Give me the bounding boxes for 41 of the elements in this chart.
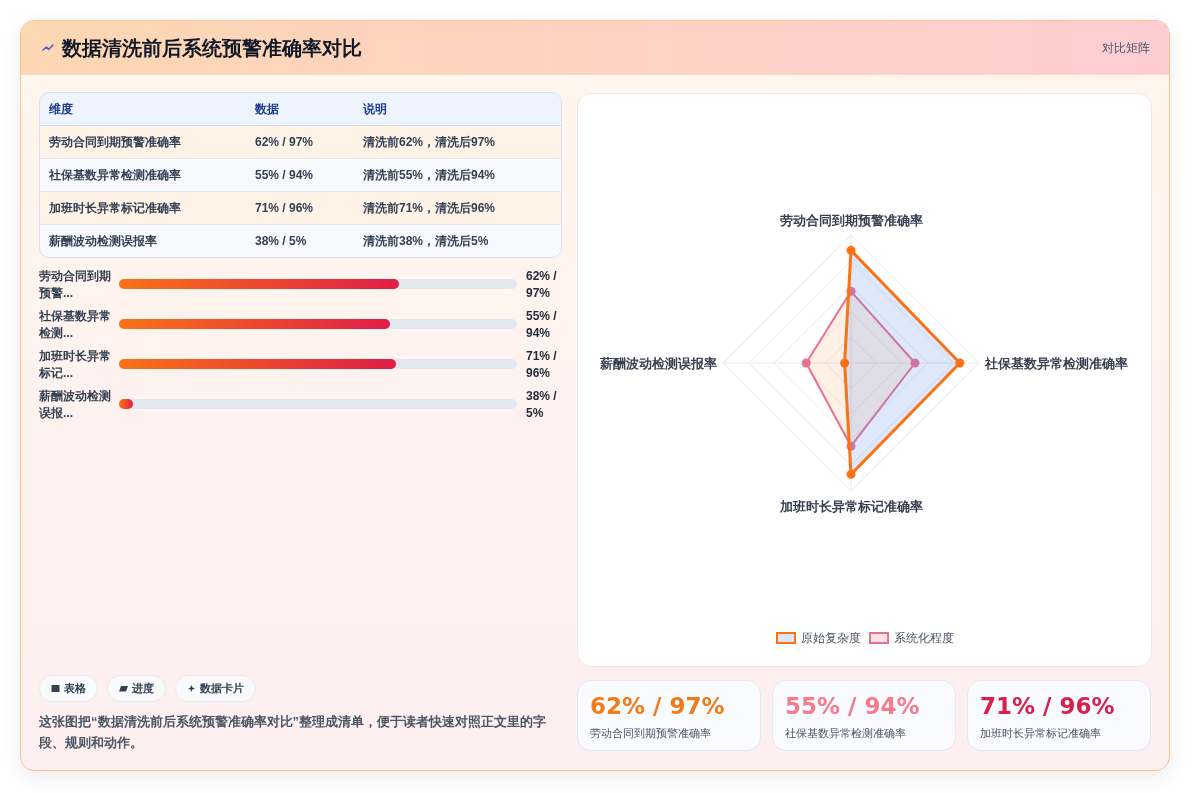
category-label: 加班时长异常标记准确率 (980, 726, 1102, 741)
y-tick-label: 薪酬波动检测误报... (39, 388, 112, 422)
text: 薪酬波动检测误报率 (49, 233, 158, 250)
text: 62% / 97% (590, 693, 725, 719)
text: 71% / 96% (980, 693, 1115, 719)
text: 进度 (132, 681, 154, 696)
spoke-label: 劳动合同到期预警准确率 (779, 212, 923, 228)
category-label: 社保基数异常检测准确率 (785, 726, 907, 741)
category-label: 劳动合同到期预警准确率 (590, 726, 712, 741)
text: 数据 (255, 102, 279, 116)
y-tick-label: 加班时长异常标记... (39, 348, 112, 382)
text: 62% / 97% (255, 135, 314, 149)
text: 加班时长异常标记准确率 (49, 200, 182, 217)
spoke-label: 加班时长异常标记准确率 (778, 498, 923, 514)
y-tick-label: 劳动合同到期预警... (39, 268, 112, 302)
spoke-label: 社保基数异常检测准确率 (984, 355, 1128, 371)
y-tick-label: 社保基数异常检测... (39, 308, 112, 342)
data-label: 71% / 96% (526, 348, 558, 382)
text: 对比矩阵 (1101, 40, 1150, 56)
text: 清洗前71%，清洗后96% (363, 200, 497, 217)
text: 数据清洗前后系统预警准确率对比 (62, 36, 363, 61)
text: 维度 (49, 101, 74, 118)
text: 这张图把“数据清洗前后系统预警准确率对比”整理成清单，便于读者快速对照正文里的字段、规则和动作。 (39, 713, 547, 752)
text: 清洗前62%，清洗后97% (363, 134, 497, 151)
text: 表格 (64, 681, 86, 696)
text: 社保基数异常检测准确率 (49, 167, 182, 184)
text: 清洗前38%，清洗后5% (363, 233, 490, 250)
text: 55% / 94% (785, 693, 920, 719)
data-label: 62% / 97% (526, 268, 558, 302)
text: 71% / 96% (255, 201, 314, 215)
text: 38% / 5% (255, 234, 307, 248)
text: 劳动合同到期预警准确率 (49, 134, 182, 151)
legend-label: 原始复杂度 (800, 630, 861, 646)
text: 清洗前55%，清洗后94% (363, 167, 497, 184)
text: 数据卡片 (200, 681, 244, 696)
text: 55% / 94% (255, 168, 314, 182)
data-label: 55% / 94% (526, 308, 558, 342)
data-label: 38% / 5% (526, 388, 558, 422)
spoke-label: 薪酬波动检测误报率 (599, 355, 717, 371)
legend-label: 系统化程度 (893, 630, 954, 646)
text: 说明 (363, 101, 388, 118)
